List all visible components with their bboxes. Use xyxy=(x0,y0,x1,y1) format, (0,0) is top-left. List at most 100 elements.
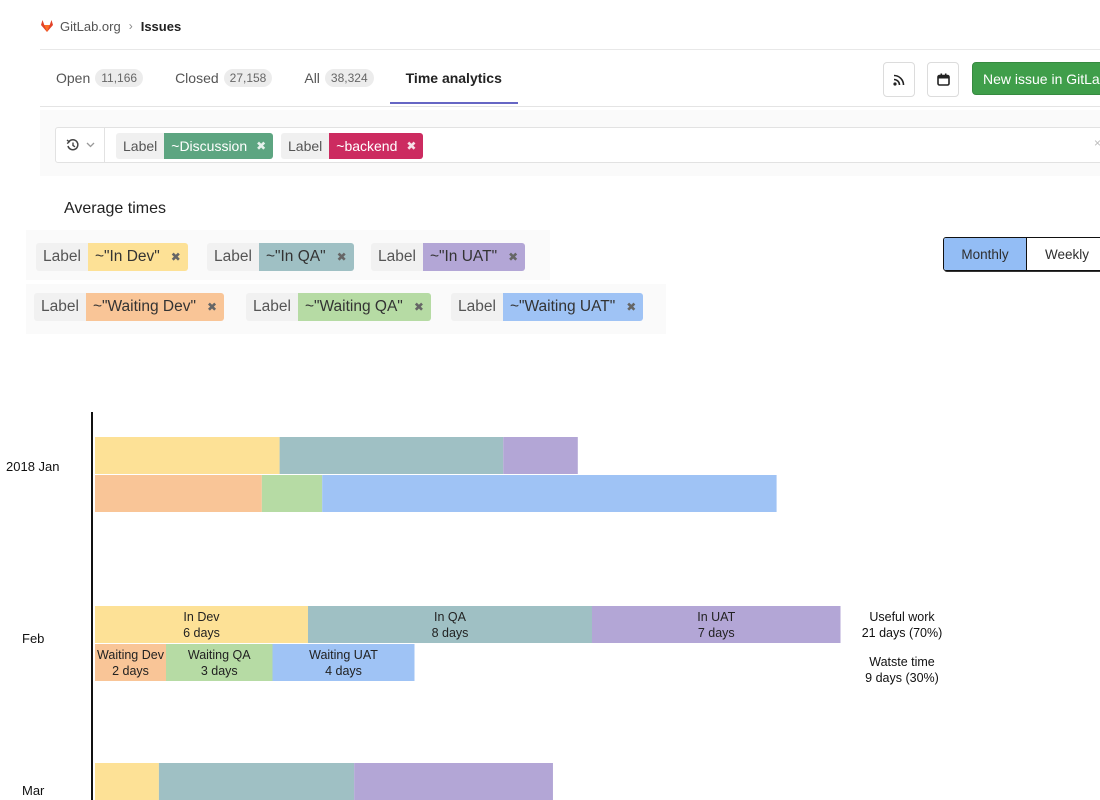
month-label: Mar xyxy=(22,783,45,798)
new-issue-button[interactable]: New issue in GitLab xyxy=(972,62,1100,95)
token-value: ~"In Dev" ✖ xyxy=(87,243,188,271)
rss-button[interactable] xyxy=(883,62,915,97)
tab-all[interactable]: All 38,324 xyxy=(288,52,389,104)
token-value-text: ~Discussion xyxy=(171,138,248,154)
month-label: 2018 Jan xyxy=(6,459,60,474)
token-key: Label xyxy=(281,133,330,159)
token-value: ~"Waiting Dev" ✖ xyxy=(85,293,225,321)
tab-count-badge: 27,158 xyxy=(223,69,273,87)
breadcrumb-group-link[interactable]: GitLab.org xyxy=(60,18,121,34)
weekly-toggle-button[interactable]: Weekly xyxy=(1027,238,1100,270)
calendar-icon xyxy=(936,73,950,86)
tabs-divider xyxy=(40,106,1100,107)
issue-tabs: Open 11,166 Closed 27,158 All 38,324 Tim… xyxy=(40,52,519,106)
segment-stage-label: Waiting UAT xyxy=(309,648,378,662)
tab-label: All xyxy=(304,70,320,86)
remove-token-icon[interactable]: ✖ xyxy=(336,250,347,264)
stage-token-waiting-uat[interactable]: Label ~"Waiting UAT" ✖ xyxy=(451,293,644,321)
filter-token-discussion[interactable]: Label ~Discussion ✖ xyxy=(116,133,274,159)
token-value-text: ~"In Dev" xyxy=(94,248,160,265)
token-key: Label xyxy=(371,243,423,271)
token-value-text: ~"Waiting Dev" xyxy=(92,298,196,315)
token-value: ~"In UAT" ✖ xyxy=(422,243,526,271)
remove-token-icon[interactable]: ✖ xyxy=(413,300,424,314)
rss-icon xyxy=(893,74,905,86)
tab-open[interactable]: Open 11,166 xyxy=(40,52,159,104)
token-value: ~Discussion ✖ xyxy=(164,133,274,159)
waste-time-value: 9 days (30%) xyxy=(865,671,939,685)
time-analytics-chart: 2018 Jan Feb In Dev 6 days In QA 8 days In UAT… xyxy=(6,412,943,800)
waste-time-label: Watste time xyxy=(869,655,935,669)
segment-stage-label: In QA xyxy=(434,610,467,624)
average-times-title: Average times xyxy=(64,200,166,217)
token-key: Label xyxy=(246,293,298,321)
segment-stage-label: Waiting QA xyxy=(188,648,251,662)
header-divider xyxy=(40,49,1100,50)
chevron-down-icon xyxy=(86,142,94,148)
stage-token-in-uat[interactable]: Label ~"In UAT" ✖ xyxy=(371,243,526,271)
breadcrumb-current[interactable]: Issues xyxy=(140,18,182,34)
clear-search-icon[interactable]: × xyxy=(1094,136,1100,150)
tab-closed[interactable]: Closed 27,158 xyxy=(159,52,288,104)
history-icon xyxy=(66,139,79,151)
tab-count-badge: 38,324 xyxy=(324,69,374,87)
bar-segment-in-dev xyxy=(95,437,280,474)
token-key: Label xyxy=(34,293,86,321)
useful-work-label: Useful work xyxy=(869,610,935,624)
segment-days-label: 8 days xyxy=(432,626,469,640)
token-value-text: ~"Waiting QA" xyxy=(304,298,403,315)
bar-segment-in-uat xyxy=(503,437,578,474)
stage-token-waiting-qa[interactable]: Label ~"Waiting QA" ✖ xyxy=(246,293,431,321)
gitlab-logo-icon xyxy=(41,20,53,32)
bar-segment-in-qa xyxy=(308,606,592,643)
recent-searches-dropdown[interactable] xyxy=(56,128,105,162)
bar-segment-in-qa xyxy=(279,437,504,474)
segment-stage-label: Waiting Dev xyxy=(97,648,165,662)
segment-days-label: 2 days xyxy=(112,664,149,678)
stage-token-in-dev[interactable]: Label ~"In Dev" ✖ xyxy=(36,243,188,271)
remove-token-icon[interactable]: ✖ xyxy=(626,300,637,314)
bar-segment-waiting-dev xyxy=(95,475,262,512)
bar-segment-in-qa xyxy=(158,763,355,800)
segment-stage-label: In UAT xyxy=(697,610,735,624)
bar-segment-in-uat xyxy=(354,763,553,800)
segment-days-label: 4 days xyxy=(325,664,362,678)
segment-days-label: 7 days xyxy=(698,626,735,640)
remove-token-icon[interactable]: ✖ xyxy=(406,139,417,153)
token-value-text: ~"In UAT" xyxy=(429,248,498,265)
tab-time-analytics[interactable]: Time analytics xyxy=(389,52,519,104)
token-value-text: ~"In QA" xyxy=(265,248,326,265)
tab-label: Time analytics xyxy=(405,70,502,86)
token-value-text: ~"Waiting UAT" xyxy=(509,298,616,315)
segment-stage-label: In Dev xyxy=(183,610,220,624)
bar-segment-waiting-dev xyxy=(95,644,166,681)
bar-segment-in-dev xyxy=(95,606,308,643)
token-key: Label xyxy=(36,243,88,271)
token-key: Label xyxy=(116,133,165,159)
token-value: ~"In QA" ✖ xyxy=(258,243,354,271)
remove-token-icon[interactable]: ✖ xyxy=(206,300,218,314)
filter-token-backend[interactable]: Label ~backend ✖ xyxy=(281,133,424,159)
tab-count-badge: 11,166 xyxy=(95,69,144,87)
calendar-button[interactable] xyxy=(927,62,959,97)
token-value: ~"Waiting QA" ✖ xyxy=(297,293,431,321)
bar-segment-in-dev xyxy=(95,763,159,800)
period-toggle: Monthly Weekly xyxy=(943,237,1100,271)
remove-token-icon[interactable]: ✖ xyxy=(256,139,267,153)
token-value: ~"Waiting UAT" ✖ xyxy=(502,293,644,321)
bar-segment-waiting-qa xyxy=(166,644,273,681)
useful-work-value: 21 days (70%) xyxy=(862,626,943,640)
month-label: Feb xyxy=(22,631,44,646)
bar-segment-in-uat xyxy=(592,606,841,643)
token-value: ~backend ✖ xyxy=(329,133,424,159)
segment-days-label: 3 days xyxy=(201,664,238,678)
monthly-toggle-button[interactable]: Monthly xyxy=(944,238,1027,270)
token-key: Label xyxy=(451,293,503,321)
token-value-text: ~backend xyxy=(336,138,398,154)
segment-days-label: 6 days xyxy=(183,626,220,640)
breadcrumb: GitLab.org › Issues xyxy=(40,16,181,36)
stage-token-in-qa[interactable]: Label ~"In QA" ✖ xyxy=(207,243,354,271)
remove-token-icon[interactable]: ✖ xyxy=(508,250,519,264)
stage-token-waiting-dev[interactable]: Label ~"Waiting Dev" ✖ xyxy=(34,293,225,321)
remove-token-icon[interactable]: ✖ xyxy=(170,250,181,264)
